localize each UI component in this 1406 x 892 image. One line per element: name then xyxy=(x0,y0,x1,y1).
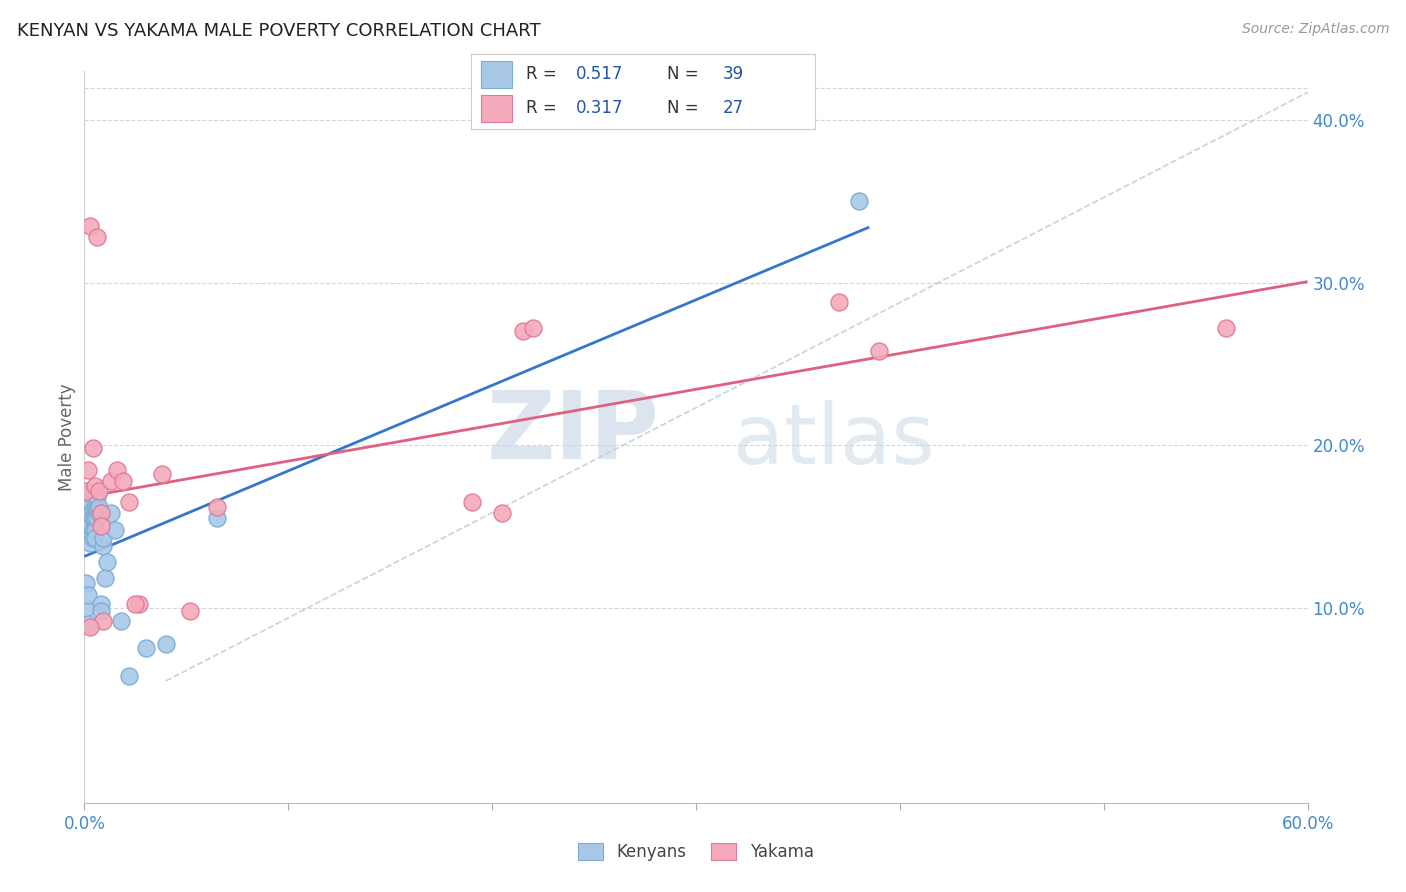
Point xyxy=(86,490,108,504)
Point xyxy=(83,507,105,521)
Point xyxy=(82,511,104,525)
Point xyxy=(93,572,115,586)
Point xyxy=(828,295,851,310)
Point xyxy=(79,519,101,533)
Text: N =: N = xyxy=(668,65,704,83)
Y-axis label: Male Poverty: Male Poverty xyxy=(58,384,76,491)
Point xyxy=(82,511,104,525)
Point xyxy=(90,519,112,533)
Point xyxy=(86,230,108,244)
Point xyxy=(155,636,177,650)
Point xyxy=(110,614,132,628)
Text: 0.517: 0.517 xyxy=(576,65,623,83)
Point xyxy=(87,483,110,498)
Point xyxy=(112,474,135,488)
Point xyxy=(75,483,97,498)
Point xyxy=(83,511,105,525)
Point xyxy=(91,539,114,553)
Point xyxy=(86,511,108,525)
Point xyxy=(82,531,104,545)
Point xyxy=(461,495,484,509)
Point xyxy=(83,500,105,514)
Point xyxy=(82,523,104,537)
Point xyxy=(79,620,101,634)
Text: 27: 27 xyxy=(723,99,744,117)
Point xyxy=(82,503,104,517)
Point xyxy=(100,507,122,521)
Point xyxy=(90,604,112,618)
Point xyxy=(86,503,108,517)
Point xyxy=(135,641,157,656)
Point xyxy=(77,462,100,476)
Point xyxy=(1215,321,1237,335)
Text: 39: 39 xyxy=(723,65,744,83)
Legend: Kenyans, Yakama: Kenyans, Yakama xyxy=(571,836,821,868)
Point xyxy=(79,495,101,509)
Point xyxy=(75,600,97,615)
Point xyxy=(82,442,104,456)
Point xyxy=(96,555,118,569)
Point xyxy=(100,474,122,488)
Text: ZIP: ZIP xyxy=(486,387,659,479)
Point xyxy=(91,531,114,545)
Point xyxy=(86,500,108,514)
Point xyxy=(512,325,534,339)
Text: atlas: atlas xyxy=(733,401,935,482)
Point xyxy=(79,487,101,501)
FancyBboxPatch shape xyxy=(481,62,512,87)
Point xyxy=(83,523,105,537)
Point xyxy=(87,500,110,514)
Text: N =: N = xyxy=(668,99,704,117)
Point xyxy=(124,598,146,612)
Point xyxy=(87,507,110,521)
FancyBboxPatch shape xyxy=(481,95,512,122)
Point xyxy=(79,219,101,233)
Point xyxy=(848,194,870,209)
Text: R =: R = xyxy=(526,65,562,83)
Point xyxy=(118,669,141,683)
Point xyxy=(869,343,891,358)
Point xyxy=(205,511,228,525)
Point xyxy=(75,576,97,591)
Text: 0.317: 0.317 xyxy=(576,99,624,117)
Point xyxy=(77,588,100,602)
Point xyxy=(179,604,201,618)
Point xyxy=(104,523,127,537)
Point xyxy=(83,479,105,493)
Point xyxy=(83,516,105,531)
Point xyxy=(205,500,228,514)
Point xyxy=(83,531,105,545)
Point xyxy=(522,321,544,335)
Text: KENYAN VS YAKAMA MALE POVERTY CORRELATION CHART: KENYAN VS YAKAMA MALE POVERTY CORRELATIO… xyxy=(17,22,540,40)
Point xyxy=(491,507,513,521)
Text: R =: R = xyxy=(526,99,562,117)
Text: Source: ZipAtlas.com: Source: ZipAtlas.com xyxy=(1241,22,1389,37)
Point xyxy=(90,507,112,521)
Point xyxy=(118,495,141,509)
Point xyxy=(150,467,173,482)
Point xyxy=(77,617,100,632)
Point xyxy=(91,614,114,628)
Point xyxy=(90,598,112,612)
Point xyxy=(105,462,128,476)
Point xyxy=(128,598,150,612)
Point xyxy=(79,535,101,549)
